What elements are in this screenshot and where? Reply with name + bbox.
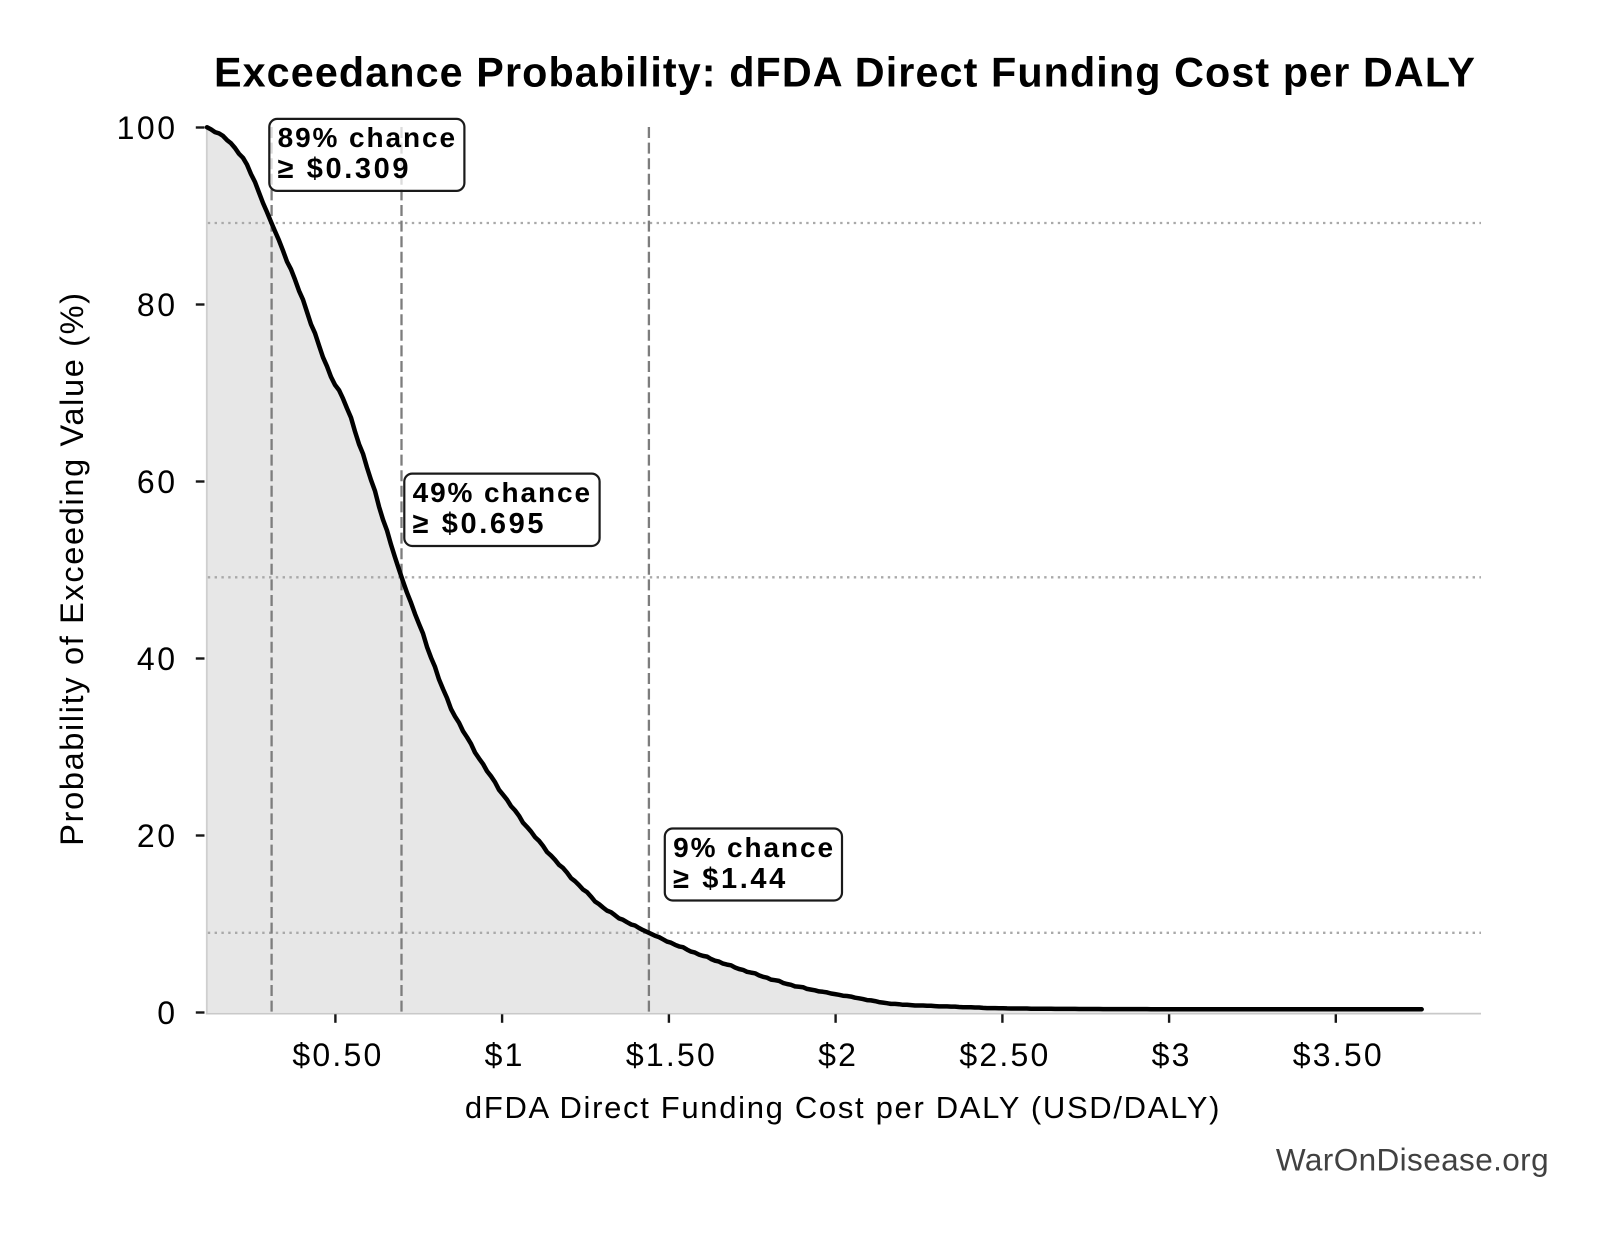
svg-text:$3: $3	[1152, 1037, 1192, 1073]
svg-text:0: 0	[157, 995, 177, 1031]
svg-text:Exceedance Probability: dFDA D: Exceedance Probability: dFDA Direct Fund…	[214, 49, 1476, 95]
svg-text:$2.50: $2.50	[959, 1037, 1050, 1073]
svg-text:$2: $2	[818, 1037, 858, 1073]
svg-text:$1: $1	[485, 1037, 525, 1073]
svg-text:≥ $0.695: ≥ $0.695	[413, 508, 546, 540]
svg-text:49% chance: 49% chance	[413, 477, 592, 508]
svg-text:Probability of Exceeding Value: Probability of Exceeding Value (%)	[54, 291, 90, 845]
svg-text:dFDA Direct Funding Cost per D: dFDA Direct Funding Cost per DALY (USD/D…	[465, 1090, 1221, 1125]
svg-text:100: 100	[117, 110, 178, 146]
svg-text:$3.50: $3.50	[1293, 1037, 1384, 1073]
svg-text:80: 80	[137, 287, 178, 323]
svg-text:≥ $1.44: ≥ $1.44	[673, 863, 788, 895]
svg-text:WarOnDisease.org: WarOnDisease.org	[1276, 1142, 1549, 1178]
svg-text:89% chance: 89% chance	[278, 122, 457, 153]
svg-text:40: 40	[137, 641, 178, 677]
svg-text:$0.50: $0.50	[292, 1037, 383, 1073]
svg-text:$1.50: $1.50	[626, 1037, 717, 1073]
svg-text:9% chance: 9% chance	[673, 832, 835, 863]
svg-text:≥ $0.309: ≥ $0.309	[278, 153, 411, 185]
svg-text:20: 20	[137, 818, 178, 854]
svg-text:60: 60	[137, 464, 178, 500]
